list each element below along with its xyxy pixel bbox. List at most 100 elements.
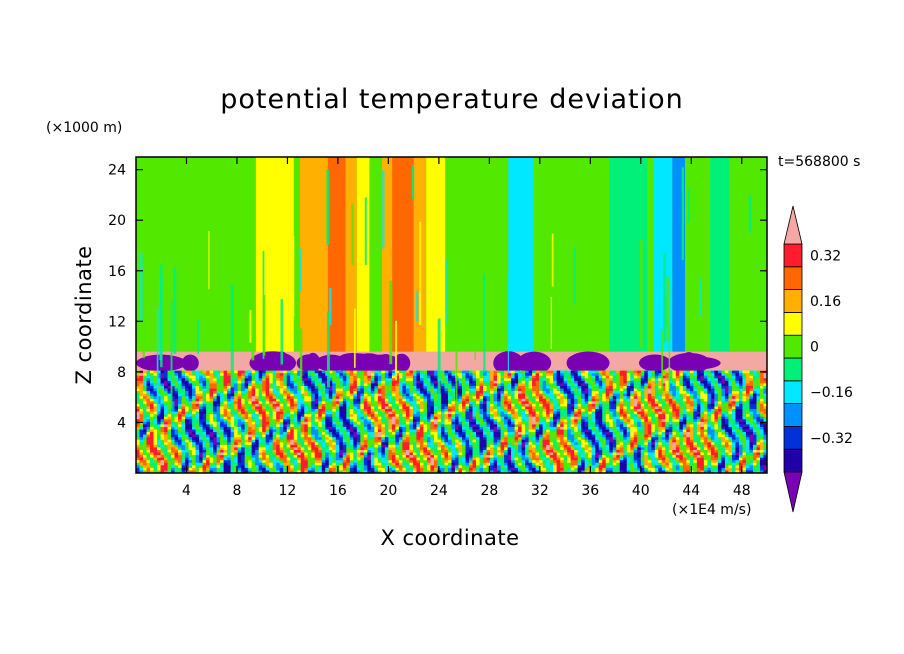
mixed-layer-cell [251, 375, 256, 379]
mixed-layer-cell [153, 385, 158, 390]
mixed-layer-cell [458, 393, 463, 397]
mixed-layer-cell [567, 378, 572, 382]
mixed-layer-cell [286, 370, 291, 374]
mixed-layer-cell [388, 406, 393, 410]
mixed-layer-cell [353, 437, 358, 441]
mixed-layer-cell [318, 447, 323, 451]
mixed-layer-cell [143, 449, 148, 454]
mixed-layer-cell [353, 403, 358, 408]
mixed-layer-cell [560, 421, 565, 425]
mixed-layer-cell [549, 421, 554, 425]
mixed-layer-cell [532, 398, 537, 402]
mixed-layer-cell [241, 426, 246, 431]
mixed-layer-cell [563, 460, 568, 464]
mixed-layer-cell [251, 409, 256, 413]
mixed-layer-cell [304, 462, 309, 466]
mixed-layer-cell [157, 416, 162, 420]
mixed-layer-cell [293, 375, 298, 379]
mixed-layer-cell [469, 421, 474, 425]
mixed-layer-cell [476, 467, 481, 472]
mixed-layer-cell [258, 378, 263, 382]
mixed-layer-cell [539, 434, 544, 438]
mixed-layer-cell [367, 414, 372, 418]
mixed-layer-cell [293, 396, 298, 400]
mixed-layer-cell [381, 406, 386, 410]
mixed-layer-cell [241, 447, 246, 451]
mixed-layer-cell [367, 439, 372, 443]
mixed-layer-cell [553, 385, 558, 390]
mixed-layer-cell [469, 396, 474, 400]
mixed-layer-cell [412, 452, 418, 456]
mixed-layer-cell [402, 462, 407, 466]
mixed-layer-cell [360, 383, 365, 387]
mixed-layer-cell [469, 414, 474, 418]
mixed-layer-cell [272, 370, 277, 374]
mixed-layer-cell [139, 398, 144, 402]
mixed-layer-cell [363, 437, 368, 441]
mixed-layer-cell [556, 434, 561, 438]
mixed-layer-cell [507, 383, 512, 387]
mixed-layer-cell [405, 411, 411, 415]
mixed-layer-cell [248, 409, 253, 413]
mixed-layer-cell [472, 403, 477, 408]
mixed-layer-cell [314, 370, 319, 374]
mixed-layer-cell [458, 462, 463, 466]
mixed-layer-cell [258, 467, 263, 472]
mixed-layer-cell [402, 391, 407, 395]
mixed-layer-cell [328, 444, 333, 449]
mixed-layer-cell [483, 470, 488, 473]
mixed-layer-cell [248, 393, 253, 397]
mixed-layer-cell [199, 411, 204, 415]
mixed-layer-cell [209, 401, 214, 405]
mixed-layer-cell [195, 403, 200, 408]
mixed-layer-cell [532, 401, 537, 405]
mixed-layer-cell [497, 409, 502, 413]
mixed-layer-cell [440, 416, 446, 420]
mixed-layer-cell [553, 411, 558, 415]
mixed-layer-cell [241, 393, 246, 397]
mixed-layer-cell [462, 378, 467, 382]
mixed-layer-cell [497, 470, 502, 473]
mixed-layer-cell [500, 403, 505, 408]
mixed-layer-cell [251, 406, 256, 410]
mixed-layer-cell [230, 467, 235, 472]
mixed-layer-cell [234, 426, 239, 431]
mixed-layer-cell [535, 444, 540, 449]
mixed-layer-cell [458, 426, 463, 431]
mixed-layer-cell [405, 452, 411, 456]
mixed-layer-cell [251, 467, 256, 472]
mixed-layer-cell [504, 457, 509, 461]
mixed-layer-cell [360, 391, 365, 395]
mixed-layer-cell [546, 455, 551, 459]
mixed-layer-cell [465, 465, 470, 469]
mixed-layer-cell [160, 411, 165, 415]
mixed-layer-cell [423, 373, 428, 377]
mixed-layer-cell [525, 432, 530, 436]
mixed-layer-cell [195, 385, 200, 390]
mixed-layer-cell [398, 383, 404, 387]
mixed-layer-cell [153, 375, 158, 379]
mixed-layer-cell [451, 411, 456, 415]
mixed-layer-cell [206, 462, 211, 466]
mixed-layer-cell [521, 449, 526, 454]
mixed-layer-cell [525, 449, 530, 454]
mixed-layer-cell [276, 375, 281, 379]
mixed-layer-cell [500, 444, 505, 449]
mixed-layer-cell [511, 398, 516, 402]
mixed-layer-cell [237, 432, 242, 436]
mixed-layer-cell [353, 396, 358, 400]
mixed-layer-cell [476, 462, 481, 466]
mixed-layer-cell [216, 406, 221, 410]
mixed-layer-cell [171, 455, 176, 459]
mixed-layer-cell [521, 452, 526, 456]
mixed-layer-cell [356, 421, 361, 425]
mixed-layer-cell [223, 375, 228, 379]
mixed-layer-cell [444, 401, 449, 405]
mixed-layer-cell [185, 470, 190, 473]
mixed-layer-cell [227, 406, 232, 410]
mixed-layer-cell [430, 385, 435, 390]
mixed-layer-cell [377, 380, 382, 385]
mixed-layer-cell [279, 424, 284, 428]
mixed-layer-cell [272, 421, 277, 425]
mixed-layer-cell [437, 416, 442, 420]
